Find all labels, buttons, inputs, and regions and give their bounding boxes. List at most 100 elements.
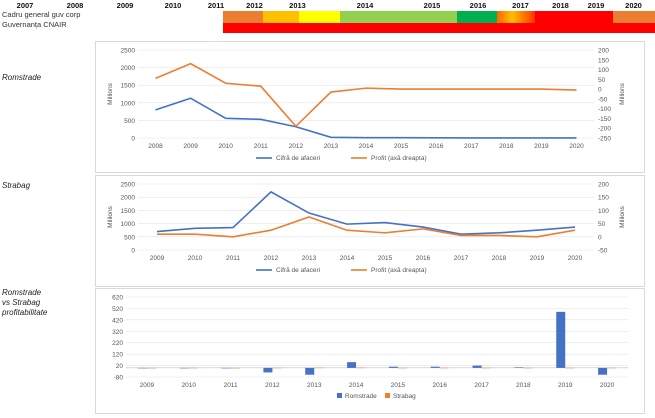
governance-band-general bbox=[223, 11, 655, 23]
x-tick-label: 2018 bbox=[516, 382, 531, 389]
x-tick-label: 2013 bbox=[302, 255, 317, 262]
y2-tick-label: 200 bbox=[598, 182, 609, 189]
y-tick-label: 20 bbox=[116, 363, 124, 370]
x-tick-label: 2009 bbox=[140, 382, 155, 389]
x-tick-label: 2020 bbox=[569, 143, 584, 150]
y-tick-label: 320 bbox=[112, 329, 123, 336]
bar bbox=[356, 367, 366, 369]
y2-tick-label: 150 bbox=[598, 195, 609, 202]
y-tick-label: 2000 bbox=[121, 65, 136, 72]
x-tick-label: 2019 bbox=[530, 255, 545, 262]
governance-label-general: Cadru general guv corp bbox=[2, 10, 81, 19]
row-label-comparison: Romstrade vs Strabag profitabilitate bbox=[2, 288, 47, 318]
bar bbox=[430, 366, 440, 368]
x-tick-label: 2016 bbox=[416, 255, 431, 262]
governance-band-segment bbox=[299, 11, 340, 23]
y2-tick-label: -250 bbox=[598, 136, 611, 143]
row-label-comparison-2: vs Strabag bbox=[2, 298, 41, 307]
y-tick-label: 120 bbox=[112, 352, 123, 359]
x-tick-label: 2011 bbox=[254, 143, 268, 150]
governance-band-cnair bbox=[223, 23, 655, 33]
year-header-2016: 2016 bbox=[469, 1, 487, 10]
y-tick-label: 0 bbox=[131, 248, 135, 255]
y2-axis-title: Millions bbox=[619, 205, 626, 227]
y-tick-label: 220 bbox=[112, 340, 123, 347]
governance-label-cnair: Guvernanța CNAIR bbox=[2, 20, 67, 29]
bar bbox=[514, 367, 524, 368]
bar bbox=[188, 367, 198, 369]
x-tick-label: 2014 bbox=[349, 382, 364, 389]
x-tick-label: 2012 bbox=[289, 143, 304, 150]
y-tick-label: 520 bbox=[112, 306, 123, 313]
bar bbox=[314, 367, 324, 369]
bar bbox=[179, 367, 189, 369]
y-tick-label: 1500 bbox=[121, 83, 136, 90]
bar bbox=[565, 367, 575, 369]
x-tick-label: 2016 bbox=[433, 382, 448, 389]
y-tick-label: 1000 bbox=[121, 221, 136, 228]
x-tick-label: 2018 bbox=[492, 255, 507, 262]
y-axis-title: Millions bbox=[107, 205, 114, 227]
x-tick-label: 2014 bbox=[359, 143, 374, 150]
governance-band-segment bbox=[535, 11, 613, 23]
x-tick-label: 2017 bbox=[464, 143, 479, 150]
bar bbox=[230, 367, 240, 369]
year-header-2012: 2012 bbox=[246, 1, 263, 10]
bar bbox=[347, 362, 357, 368]
x-tick-label: 2014 bbox=[340, 255, 355, 262]
bar bbox=[305, 367, 315, 375]
legend-label: Profit (axă dreapta) bbox=[371, 155, 427, 162]
bar bbox=[221, 367, 231, 369]
year-header-2020: 2020 bbox=[625, 1, 642, 10]
y2-tick-label: 150 bbox=[598, 57, 609, 64]
y2-tick-label: 0 bbox=[598, 234, 602, 241]
governance-band-segment bbox=[613, 11, 655, 23]
x-tick-label: 2016 bbox=[429, 143, 444, 150]
y2-tick-label: 100 bbox=[598, 208, 609, 215]
x-tick-label: 2011 bbox=[226, 255, 240, 262]
y2-tick-label: 200 bbox=[598, 48, 609, 55]
x-tick-label: 2011 bbox=[224, 382, 238, 389]
y2-tick-label: 50 bbox=[598, 77, 606, 84]
y-tick-label: 2000 bbox=[121, 195, 136, 202]
x-tick-label: 2018 bbox=[499, 143, 514, 150]
y-axis-title: Millions bbox=[107, 82, 114, 104]
y-tick-label: 620 bbox=[112, 295, 123, 302]
bar bbox=[263, 367, 273, 373]
chart-panel-strabag: 0 500 1000 1500 2000 2500 200 150 100 50 0 -50 Milli… bbox=[95, 175, 645, 287]
governance-band-segment bbox=[457, 11, 497, 23]
legend-label: Profit (axă dreapta) bbox=[371, 267, 427, 274]
governance-labels: Cadru general guv corp Guvernanța CNAIR bbox=[2, 10, 80, 30]
bar bbox=[137, 367, 147, 369]
bar bbox=[388, 366, 398, 368]
y2-axis-title: Millions bbox=[619, 82, 626, 104]
x-tick-label: 2017 bbox=[454, 255, 469, 262]
x-tick-label: 2015 bbox=[378, 255, 393, 262]
bar bbox=[556, 311, 566, 368]
bar bbox=[439, 367, 449, 369]
x-tick-label: 2010 bbox=[218, 143, 233, 150]
bar bbox=[523, 367, 533, 369]
y-tick-label: 1500 bbox=[121, 208, 136, 215]
x-tick-label: 2009 bbox=[183, 143, 198, 150]
bar bbox=[481, 367, 491, 369]
y-tick-label: 0 bbox=[131, 136, 135, 143]
y-tick-label: 2500 bbox=[121, 182, 136, 189]
year-header-2014: 2014 bbox=[356, 1, 374, 10]
x-tick-label: 2020 bbox=[600, 382, 615, 389]
legend-label: Cifră de afaceri bbox=[276, 267, 320, 274]
y2-tick-label: -100 bbox=[598, 106, 611, 113]
row-label-comparison-3: profitabilitate bbox=[2, 308, 48, 317]
governance-band-segment bbox=[340, 11, 457, 23]
bar bbox=[472, 365, 482, 368]
legend-swatch bbox=[337, 393, 342, 398]
y2-tick-label: 50 bbox=[598, 221, 606, 228]
bar bbox=[397, 367, 407, 369]
y2-tick-label: -50 bbox=[598, 248, 608, 255]
series-line bbox=[155, 62, 577, 128]
y-tick-label: 1000 bbox=[121, 100, 136, 107]
year-header-2017: 2017 bbox=[512, 1, 529, 10]
series-line bbox=[155, 97, 577, 139]
